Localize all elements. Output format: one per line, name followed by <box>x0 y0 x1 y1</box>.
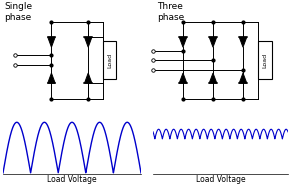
Polygon shape <box>239 73 247 83</box>
X-axis label: Load Voltage: Load Voltage <box>196 175 245 184</box>
X-axis label: Load Voltage: Load Voltage <box>47 175 97 184</box>
Polygon shape <box>179 37 187 47</box>
Polygon shape <box>85 37 92 47</box>
Polygon shape <box>48 73 55 83</box>
Polygon shape <box>179 73 187 83</box>
FancyBboxPatch shape <box>103 41 116 79</box>
Text: Load: Load <box>262 53 267 68</box>
Polygon shape <box>209 73 217 83</box>
Text: Three
phase: Three phase <box>158 2 185 22</box>
Text: Load: Load <box>107 53 112 68</box>
FancyBboxPatch shape <box>258 41 272 79</box>
Polygon shape <box>209 37 217 47</box>
Polygon shape <box>48 37 55 47</box>
Text: Single
phase: Single phase <box>4 2 32 22</box>
Polygon shape <box>239 37 247 47</box>
Polygon shape <box>85 73 92 83</box>
